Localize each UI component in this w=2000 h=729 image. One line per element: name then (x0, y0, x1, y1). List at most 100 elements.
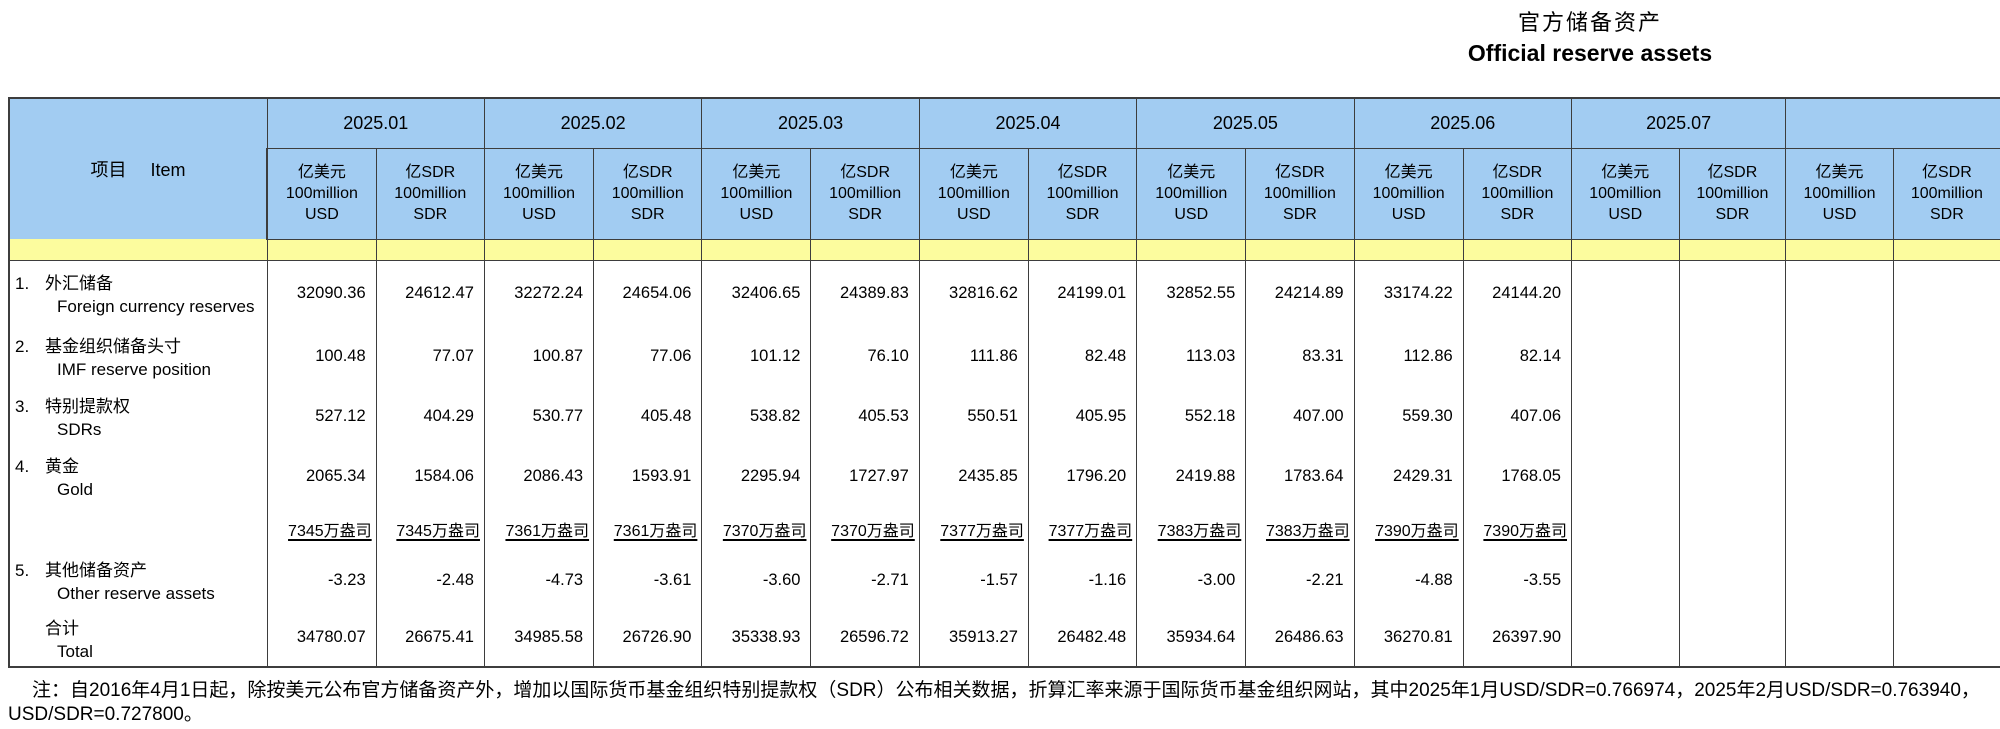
item-header-zh: 项目 (90, 160, 127, 180)
table-row-total: 合计 Total 34780.07 26675.41 34985.58 26726.90 3… (7, 609, 2000, 667)
cell-imf-reserve-position: 111.86 (918, 326, 1029, 386)
subheader-usd-line: 100million (720, 185, 793, 202)
cell-gold (1571, 446, 1679, 506)
subheader-usd-line: 亿美元 (1601, 164, 1650, 181)
subheader-sdr-line: SDR (1283, 206, 1317, 223)
cell-gold: 2435.85 (918, 446, 1029, 506)
ounce-value: 7377万盎司 (940, 522, 1024, 540)
cell-other-reserve-assets (1892, 551, 2000, 609)
subheader-usd-line: 亿美元 (1384, 164, 1433, 181)
cell-gold: 1584.06 (375, 446, 485, 506)
cell-total: 34985.58 (483, 609, 594, 667)
cell-foreign-currency-reserves: 32272.24 (483, 260, 594, 326)
cell-gold-ounces: 7370万盎司 (810, 506, 920, 551)
cell-gold-ounces (1678, 506, 1786, 551)
cell-gold-ounces: 7345万盎司 (266, 506, 377, 551)
subheader-sdr-line: 100million (1046, 185, 1119, 202)
row-label-zh-text: 基金组织储备头寸 (45, 337, 181, 356)
cell-imf-reserve-position: 113.03 (1136, 326, 1246, 386)
row-label-zh-text: 合计 (45, 618, 79, 638)
row-number: 4. (15, 457, 30, 476)
table-row-sdrs: 3. 特别提款权 SDRs 527.12 404.29 530.77 405.48 538.8… (7, 386, 2000, 446)
cell-foreign-currency-reserves: 24612.47 (375, 260, 485, 326)
cell-gold-ounces (1785, 506, 1894, 551)
row-label-zh-text: 其他储备资产 (45, 561, 147, 580)
month-header-2025.01: 2025.01 (266, 98, 485, 149)
cell-imf-reserve-position (1678, 326, 1786, 386)
ounce-value: 7361万盎司 (505, 522, 590, 540)
cell-total (1678, 609, 1786, 667)
cell-gold (1785, 446, 1894, 506)
subheader-sdr-line: 亿SDR (622, 164, 673, 181)
cell-gold-ounces: 7370万盎司 (701, 506, 811, 551)
item-header-en: Item (150, 160, 186, 180)
ounce-value: 7345万盎司 (288, 522, 372, 540)
cell-other-reserve-assets: -2.48 (375, 551, 485, 609)
table-row-gold: 4. 黄金 Gold 2065.34 1584.06 2086.43 1593.91 2295… (7, 446, 2000, 506)
subheader-sdr-line: 亿SDR (1921, 164, 1972, 181)
subheader-sdr: 亿SDR 100million SDR (810, 148, 920, 240)
cell-total (1892, 609, 2000, 667)
row-label-zh-text: 外汇储备 (45, 274, 113, 294)
cell-foreign-currency-reserves: 32852.55 (1136, 260, 1246, 326)
row-label-zh-text: 黄金 (45, 457, 79, 476)
cell-foreign-currency-reserves: 24389.83 (810, 260, 920, 326)
cell-total (1785, 609, 1894, 667)
subheader-sdr-line: SDR (413, 206, 448, 223)
cell-gold: 2086.43 (483, 446, 594, 506)
cell-imf-reserve-position: 101.12 (701, 326, 811, 386)
row-label-sdrs: 3. 特别提款权 SDRs (7, 386, 268, 446)
cell-total: 26482.48 (1027, 609, 1137, 667)
subheader-usd-line: 亿美元 (949, 164, 998, 181)
cell-foreign-currency-reserves: 33174.22 (1353, 260, 1464, 326)
cell-other-reserve-assets (1678, 551, 1786, 609)
subheader-sdr-line: 100million (611, 185, 684, 202)
subheader-usd: 亿美元 100million USD (1785, 148, 1894, 240)
cell-foreign-currency-reserves: 24199.01 (1027, 260, 1137, 326)
yellow-band-cell (810, 239, 920, 261)
cell-imf-reserve-position (1571, 326, 1679, 386)
cell-other-reserve-assets: -2.21 (1245, 551, 1355, 609)
subheader-sdr-line: 100million (1696, 185, 1769, 202)
cell-total (1571, 609, 1679, 667)
row-label-total: 合计 Total (7, 609, 268, 667)
cell-gold: 2429.31 (1353, 446, 1464, 506)
cell-gold: 1783.64 (1245, 446, 1355, 506)
row-label-zh: 2. 基金组织储备头寸 (10, 332, 267, 357)
cell-sdrs: 407.06 (1462, 386, 1572, 446)
cell-gold-ounces (1892, 506, 2000, 551)
subheader-row: 亿美元 100million USD 亿SDR 100million SDR 亿美元 100m… (9, 148, 2000, 240)
cell-sdrs (1892, 386, 2000, 446)
row-label-en: Foreign currency reserves (57, 297, 255, 317)
cell-imf-reserve-position: 77.06 (593, 326, 702, 386)
cell-gold-ounces: 7390万盎司 (1353, 506, 1464, 551)
subheader-usd-line: 100million (937, 185, 1010, 202)
cell-other-reserve-assets: -3.23 (266, 551, 377, 609)
cell-foreign-currency-reserves (1892, 260, 2000, 326)
row-label-en: SDRs (57, 420, 102, 439)
row-label-en: Gold (57, 480, 93, 499)
row-label-en: Total (57, 641, 93, 661)
ounce-value: 7370万盎司 (722, 522, 807, 540)
subheader-sdr-line: 亿SDR (1057, 164, 1108, 181)
row-number: 1. (15, 274, 30, 294)
month-header-row: 项目 Item 2025.01 2025.02 2025.03 2025.04 2025.0… (7, 98, 2000, 239)
yellow-band-cell (266, 239, 377, 261)
cell-sdrs (1571, 386, 1679, 446)
official-reserve-assets-table: 项目 Item 2025.01 2025.02 2025.03 2025.04 2025.0… (7, 97, 2000, 668)
row-label-imf-reserve-position: 2. 基金组织储备头寸 IMF reserve position (7, 326, 268, 386)
subheader-usd-line: 亿美元 (515, 164, 564, 181)
cell-other-reserve-assets: -1.57 (918, 551, 1029, 609)
cell-total: 36270.81 (1353, 609, 1464, 667)
cell-other-reserve-assets: -1.16 (1027, 551, 1137, 609)
row-label-gold-ounces (7, 506, 268, 551)
subheader-usd-line: 100million (285, 185, 358, 202)
cell-sdrs: 552.18 (1136, 386, 1246, 446)
cell-gold-ounces: 7361万盎司 (593, 506, 702, 551)
row-label-zh: 5. 其他储备资产 (10, 556, 267, 581)
cell-gold (1892, 446, 2000, 506)
subheader-sdr-line: 亿SDR (840, 164, 891, 181)
row-label-zh-text: 特别提款权 (45, 397, 130, 416)
subheader-usd-line: USD (522, 206, 556, 223)
cell-gold-ounces: 7377万盎司 (918, 506, 1029, 551)
